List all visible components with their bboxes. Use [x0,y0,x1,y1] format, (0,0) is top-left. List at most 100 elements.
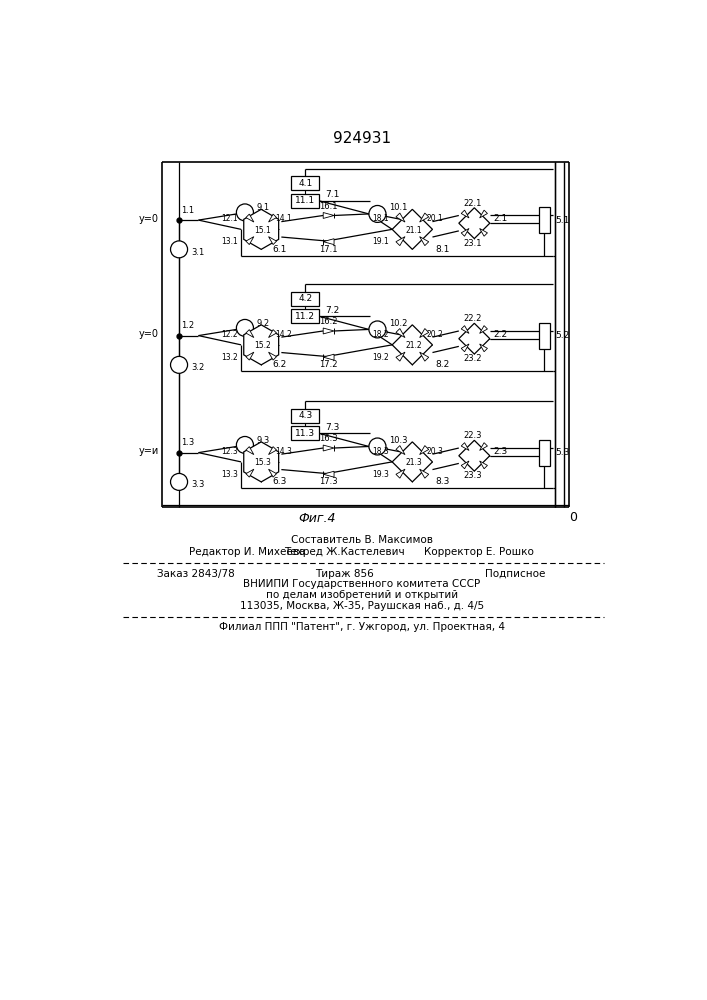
Text: 9.1: 9.1 [257,203,269,212]
Text: 22.2: 22.2 [464,314,482,323]
Text: 10.3: 10.3 [389,436,407,445]
Polygon shape [244,209,279,249]
Polygon shape [246,469,254,477]
Polygon shape [461,326,469,333]
Polygon shape [246,330,254,338]
Text: 2.3: 2.3 [493,447,507,456]
Text: 3.2: 3.2 [192,363,205,372]
Text: 19.1: 19.1 [373,237,389,246]
Polygon shape [461,210,469,218]
Polygon shape [323,354,334,360]
Circle shape [170,473,187,490]
Text: 22.3: 22.3 [464,431,482,440]
Polygon shape [420,469,428,478]
Polygon shape [323,445,334,451]
Polygon shape [246,237,254,245]
Text: 6.1: 6.1 [272,245,286,254]
Polygon shape [459,440,490,471]
Polygon shape [246,352,254,360]
Text: 15.2: 15.2 [255,341,271,350]
Circle shape [170,356,187,373]
Text: 21.3: 21.3 [406,458,422,467]
Polygon shape [323,328,334,334]
Text: Подписное: Подписное [485,569,546,579]
Text: Тираж 856: Тираж 856 [315,569,373,579]
Text: 5.2: 5.2 [555,331,569,340]
Text: 8.3: 8.3 [436,477,450,486]
Text: 23.3: 23.3 [464,471,482,480]
Text: 14.3: 14.3 [275,447,292,456]
Text: 6.3: 6.3 [272,477,286,486]
Text: 113035, Москва, Ж-35, Раушская наб., д. 4/5: 113035, Москва, Ж-35, Раушская наб., д. … [240,601,484,611]
Polygon shape [420,352,428,361]
Text: 18.2: 18.2 [373,330,389,339]
Polygon shape [420,446,428,455]
Polygon shape [479,461,487,469]
Bar [291,292,320,306]
Text: 14.1: 14.1 [275,214,292,223]
Text: 16.1: 16.1 [320,202,338,211]
Text: 23.1: 23.1 [464,239,482,248]
Text: 1.3: 1.3 [180,438,194,447]
Text: по делам изобретений и открытий: по делам изобретений и открытий [266,590,458,600]
Bar [539,207,549,233]
Text: 21.1: 21.1 [406,226,422,235]
Circle shape [369,205,386,222]
Text: 5.1: 5.1 [555,216,569,225]
Polygon shape [244,325,279,365]
Text: 22.1: 22.1 [464,199,482,208]
Polygon shape [396,237,405,246]
Polygon shape [459,323,490,354]
Polygon shape [479,210,487,218]
Bar [539,440,549,466]
Polygon shape [269,447,276,455]
Text: 6.2: 6.2 [272,360,286,369]
Text: 13.2: 13.2 [221,353,238,362]
Circle shape [369,321,386,338]
Text: 4.2: 4.2 [298,294,312,303]
Polygon shape [479,326,487,333]
Text: 2.1: 2.1 [493,214,507,223]
Text: 5.3: 5.3 [555,448,569,457]
Polygon shape [323,213,334,218]
Text: 924931: 924931 [333,131,391,146]
Text: 11.1: 11.1 [296,196,315,205]
Text: 17.1: 17.1 [320,245,338,254]
Text: 3.1: 3.1 [192,248,205,257]
Text: 16.2: 16.2 [320,317,338,326]
Text: Корректор Е. Рошко: Корректор Е. Рошко [424,547,534,557]
Polygon shape [420,329,428,338]
Text: 4.1: 4.1 [298,179,312,188]
Polygon shape [461,461,469,469]
Circle shape [369,438,386,455]
Polygon shape [461,443,469,450]
Text: 9.3: 9.3 [257,436,270,445]
Bar [291,409,320,423]
Text: 18.1: 18.1 [373,214,389,223]
Polygon shape [246,447,254,455]
Text: у=0: у=0 [139,214,159,224]
Text: 11.3: 11.3 [296,429,315,438]
Text: Техред Ж.Кастелевич: Техред Ж.Кастелевич [284,547,404,557]
Polygon shape [396,446,405,455]
Text: 12.3: 12.3 [221,447,238,456]
Polygon shape [269,352,276,360]
Text: 7.2: 7.2 [325,306,340,315]
Text: Редактор И. Михеева: Редактор И. Михеева [189,547,305,557]
Text: 23.2: 23.2 [464,354,482,363]
Text: Филиал ППП "Патент", г. Ужгород, ул. Проектная, 4: Филиал ППП "Патент", г. Ужгород, ул. Про… [219,622,505,632]
Polygon shape [479,228,487,236]
Polygon shape [269,469,276,477]
Text: 2.2: 2.2 [493,330,507,339]
Text: 10.2: 10.2 [389,319,407,328]
Text: 1.2: 1.2 [180,321,194,330]
Text: 14.2: 14.2 [275,330,292,339]
Polygon shape [459,208,490,239]
Text: Фиг.4: Фиг.4 [298,512,336,525]
Text: 19.2: 19.2 [373,353,389,362]
Text: 17.2: 17.2 [320,360,338,369]
Text: 16.3: 16.3 [320,434,338,443]
Bar [291,176,320,190]
Polygon shape [269,330,276,338]
Polygon shape [392,325,433,365]
